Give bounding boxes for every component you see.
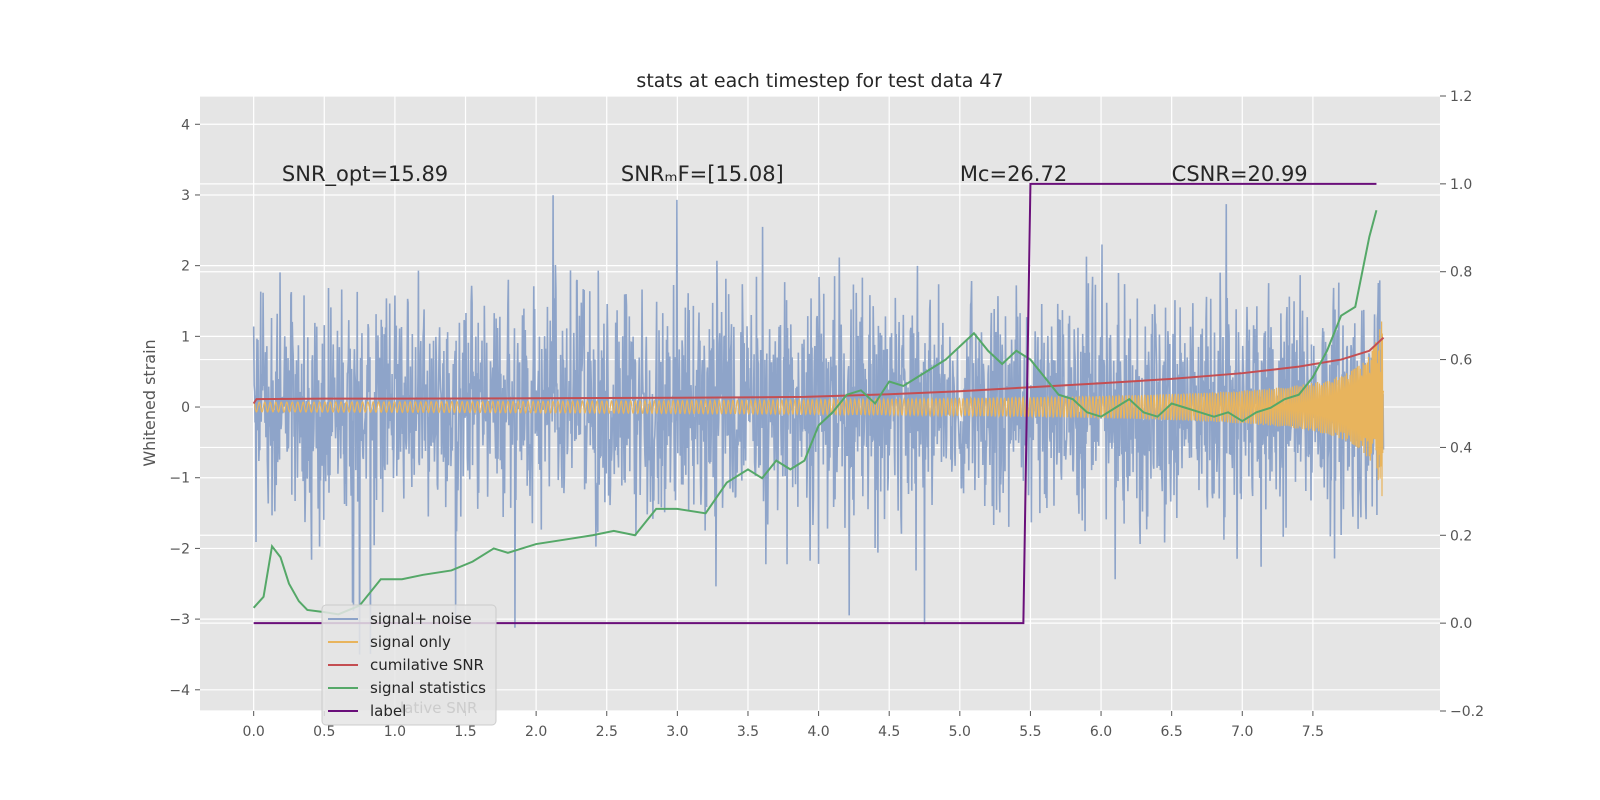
y-tick-label: −2: [169, 541, 190, 557]
annotations: SNR_opt=15.89 SNRₘF=[15.08] Mc=26.72 CSNR=2…: [282, 162, 1308, 187]
annotation-text: SNR_opt=15.89: [282, 162, 448, 187]
axes: 0.0 0.5 1.0 1.5 2.0 2.5 3.0 3.5 4.0 4.5 5.0 5.5 6.0 6…: [169, 89, 1484, 740]
chart-title: stats at each timestep for test data 47: [636, 70, 1003, 92]
x-tick-label: 0.0: [243, 724, 265, 740]
y-tick-label: 1: [181, 329, 190, 345]
signal-only-line: [253, 321, 1385, 497]
y-tick-label: 4: [181, 117, 190, 133]
x-tick-label: 1.5: [454, 724, 476, 740]
y2-tick-label: 0.0: [1450, 616, 1472, 632]
x-tick-label: 5.5: [1019, 724, 1041, 740]
legend-entry-label: signal+ noise: [370, 610, 472, 628]
y-tick-label: 0: [181, 400, 190, 416]
legend: lative SNR signal+ noise signal only cumila…: [321, 604, 497, 726]
annotation-text: Mc=26.72: [960, 162, 1067, 186]
x-tick-label: 7.5: [1302, 724, 1324, 740]
label-line: [253, 182, 1377, 625]
legend-entry-label: signal statistics: [370, 679, 486, 697]
y2-tick-label: 1.0: [1450, 177, 1472, 193]
y2-tick-label: 0.4: [1450, 440, 1472, 456]
y2-tick-label: 0.8: [1450, 265, 1472, 281]
legend-overlap-text: lative SNR: [400, 699, 477, 717]
x-tick-label: 6.0: [1090, 724, 1112, 740]
y-tick-label: 2: [181, 259, 190, 275]
legend-entry-label: cumilative SNR: [370, 656, 484, 674]
x-tick-label: 2.5: [596, 724, 618, 740]
annotation-text: SNRₘF=[15.08]: [621, 162, 784, 186]
signal-only-series: [253, 321, 1385, 497]
y2-tick-label: −0.2: [1450, 704, 1484, 720]
y2-tick-label: 0.2: [1450, 528, 1472, 544]
y-axis-label: Whitened strain: [140, 339, 159, 466]
y2-tick-label: 1.2: [1450, 89, 1472, 105]
legend-entry-label: signal only: [370, 633, 451, 651]
y-tick-label: −4: [169, 683, 190, 699]
y-tick-label: −1: [169, 471, 190, 487]
x-tick-label: 0.5: [313, 724, 335, 740]
y-tick-label: 3: [181, 188, 190, 204]
x-tick-label: 4.5: [878, 724, 900, 740]
line-series: [252, 182, 1385, 625]
y-tick-label: −3: [169, 612, 190, 628]
legend-entry-label: label: [370, 702, 406, 720]
annotation-text: CSNR=20.99: [1172, 162, 1308, 186]
y2-tick-label: 0.6: [1450, 353, 1472, 369]
x-tick-label: 7.0: [1231, 724, 1253, 740]
cumilative-snr-line: [252, 336, 1385, 405]
x-tick-label: 4.0: [807, 724, 829, 740]
x-tick-label: 2.0: [525, 724, 547, 740]
x-tick-label: 1.0: [384, 724, 406, 740]
legend-box: [321, 604, 497, 726]
x-tick-label: 6.5: [1161, 724, 1183, 740]
x-tick-label: 3.0: [666, 724, 688, 740]
x-tick-label: 5.0: [949, 724, 971, 740]
x-tick-label: 3.5: [737, 724, 759, 740]
signal-statistics-line: [252, 209, 1378, 616]
